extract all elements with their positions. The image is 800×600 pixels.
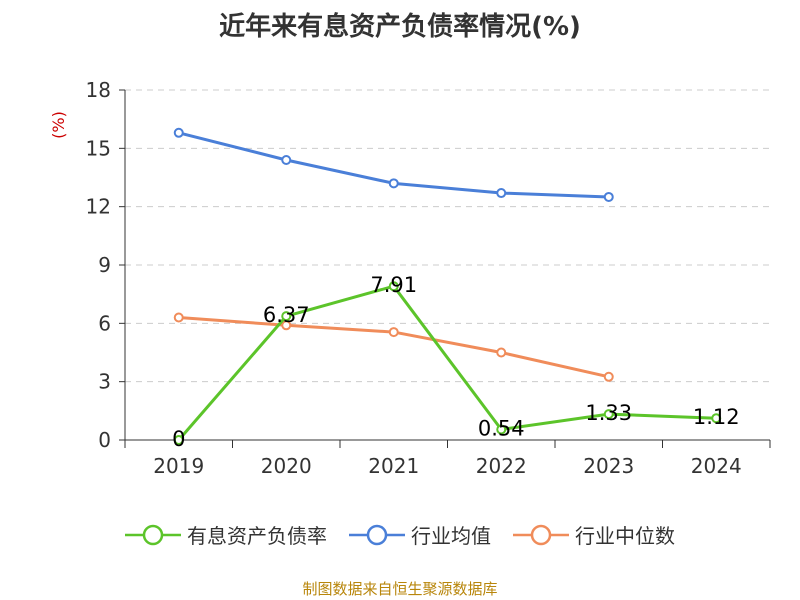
x-tick-label: 2024	[691, 454, 742, 478]
legend-marker	[366, 524, 388, 545]
x-tick-label: 2020	[261, 454, 312, 478]
data-point	[496, 188, 507, 199]
data-point	[603, 409, 614, 420]
data-point	[173, 435, 184, 445]
data-point	[388, 178, 399, 189]
x-tick-label: 2023	[583, 454, 634, 478]
data-point	[281, 311, 292, 322]
chart-title: 近年来有息资产负债率情况(%)	[219, 12, 581, 42]
legend: 有息资产负债率 行业均值 行业中位数	[0, 520, 800, 549]
data-point	[711, 413, 722, 424]
legend-item[interactable]: 行业中位数	[513, 520, 675, 549]
x-tick-label: 2021	[368, 454, 419, 478]
data-point	[496, 424, 507, 435]
x-tick-label: 2022	[476, 454, 527, 478]
legend-label: 有息资产负债率	[187, 524, 327, 548]
source-note: 制图数据来自恒生聚源数据库	[302, 580, 498, 598]
y-tick-label: 0	[98, 428, 111, 452]
legend-swatch-icon	[349, 524, 405, 545]
y-tick-label: 6	[98, 311, 111, 335]
data-label: 0.54	[478, 417, 525, 441]
series-line	[177, 284, 717, 441]
series	[173, 127, 722, 445]
y-axis-title: (%)	[49, 111, 68, 139]
y-tick-label: 12	[86, 195, 111, 219]
data-point	[603, 191, 614, 202]
data-point	[281, 155, 292, 165]
data-label: 6.37	[263, 303, 310, 327]
legend-label: 行业均值	[411, 524, 491, 548]
legend-item[interactable]: 有息资产负债率	[125, 520, 327, 549]
gridlines	[125, 89, 770, 383]
legend-item[interactable]: 行业均值	[349, 520, 491, 549]
data-point	[173, 127, 184, 138]
data-point	[173, 312, 184, 323]
axes: (%) 0 3 6 9 12 15 18 2019 2020 2021 2022 2023 2024	[49, 78, 771, 478]
y-tick-label: 9	[98, 253, 111, 277]
data-label: 7.91	[370, 273, 417, 297]
data-point	[388, 281, 399, 292]
data-label: 0	[172, 427, 185, 451]
y-tick-label: 18	[86, 78, 111, 102]
y-tick-label: 3	[98, 370, 111, 394]
data-point	[281, 320, 292, 331]
legend-swatch-icon	[513, 524, 569, 545]
legend-swatch-icon	[125, 524, 181, 545]
data-point	[496, 347, 507, 358]
data-labels: 0 6.37 7.91 0.54 1.33 1.12	[172, 273, 740, 451]
legend-marker	[142, 524, 164, 545]
x-tick-label: 2019	[153, 454, 204, 478]
data-label: 1.33	[585, 401, 632, 425]
data-label: 1.12	[693, 405, 740, 429]
legend-label: 行业中位数	[575, 524, 675, 548]
data-point	[603, 371, 614, 382]
legend-marker	[530, 524, 552, 545]
data-point	[388, 327, 399, 338]
y-tick-label: 15	[86, 136, 111, 160]
